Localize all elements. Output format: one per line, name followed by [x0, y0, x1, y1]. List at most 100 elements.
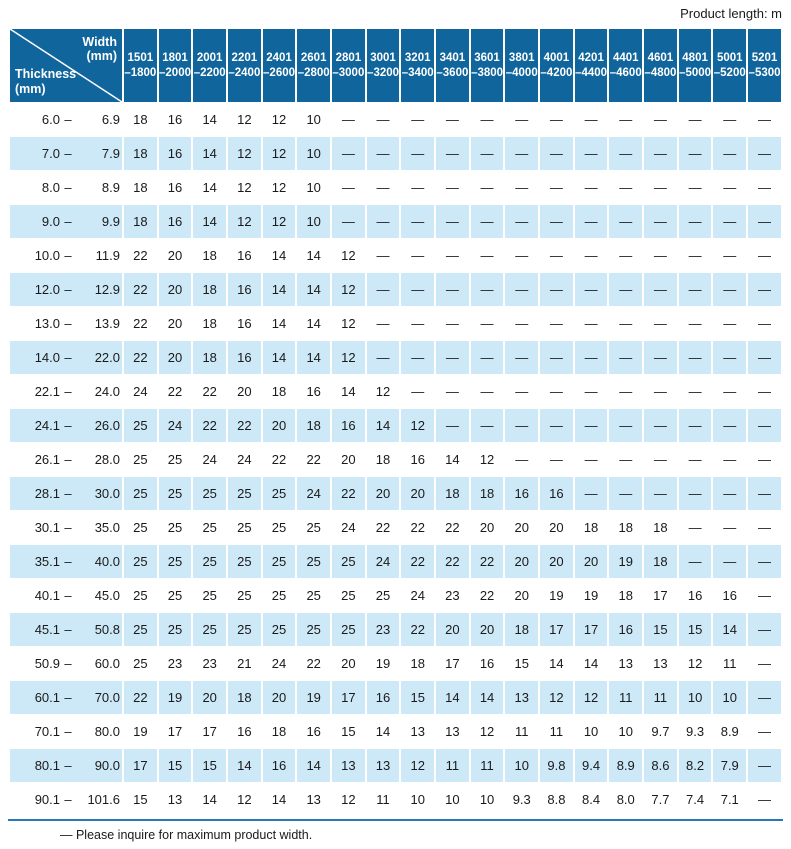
table-cell-length: 20 [401, 477, 435, 510]
table-cell-length: 11 [609, 681, 643, 714]
row-header-thickness-range: 24.1– 26.0 [10, 409, 122, 442]
product-length-label: Product length: m [680, 6, 782, 21]
table-cell-length: 18 [193, 307, 227, 340]
table-cell-inquire-dash: — [713, 409, 747, 442]
table-cell-length: 25 [297, 579, 331, 612]
table-cell-length: 15 [124, 783, 157, 816]
range-dash: – [64, 758, 72, 773]
table-cell-inquire-dash: — [644, 137, 677, 170]
table-cell-length: 11 [505, 715, 539, 748]
table-cell-length: 14 [366, 715, 400, 748]
table-cell-length: 22 [297, 647, 331, 680]
table-cell-length: 25 [228, 579, 261, 612]
table-cell-length: 18 [609, 579, 643, 612]
range-dash: – [64, 214, 72, 229]
table-cell-length: 25 [262, 545, 296, 578]
table-cell-length: 25 [193, 579, 227, 612]
table-cell-inquire-dash: — [678, 545, 712, 578]
table-cell-length: 10 [678, 681, 712, 714]
bottom-rule [8, 819, 783, 821]
table-cell-length: 19 [124, 715, 157, 748]
table-cell-inquire-dash: — [470, 171, 504, 204]
table-cell-inquire-dash: — [401, 137, 435, 170]
table-cell-length: 25 [228, 511, 261, 544]
thickness-max: 35.0 [94, 520, 120, 535]
table-cell-inquire-dash: — [678, 103, 712, 136]
table-cell-length: 14 [436, 681, 469, 714]
thickness-min: 80.1 [34, 758, 60, 773]
table-cell-inquire-dash: — [505, 375, 539, 408]
table-cell-length: 17 [644, 579, 677, 612]
table-cell-inquire-dash: — [644, 307, 677, 340]
row-header-thickness-range: 22.1– 24.0 [10, 375, 122, 408]
table-cell-inquire-dash: — [540, 341, 573, 374]
column-header-width-range: 3601 –3800 [470, 29, 504, 102]
table-cell-inquire-dash: — [505, 137, 539, 170]
table-cell-inquire-dash: — [609, 477, 643, 510]
table-cell-length: 12 [228, 103, 261, 136]
table-cell-inquire-dash: — [470, 137, 504, 170]
table-cell-length: 23 [158, 647, 192, 680]
column-header-width-range: 3201 –3400 [401, 29, 435, 102]
table-cell-length: 16 [505, 477, 539, 510]
column-header-width-range: 4401 –4600 [609, 29, 643, 102]
row-header-thickness-range: 28.1– 30.0 [10, 477, 122, 510]
table-cell-length: 12 [470, 443, 504, 476]
table-cell-length: 12 [401, 749, 435, 782]
table-cell-length: 13 [401, 715, 435, 748]
column-header-width-range: 2601 –2800 [297, 29, 331, 102]
table-cell-length: 10 [297, 137, 331, 170]
column-header-width-range: 5201 –5300 [748, 29, 781, 102]
table-cell-inquire-dash: — [713, 511, 747, 544]
table-cell-inquire-dash: — [332, 205, 365, 238]
table-cell-length: 13 [297, 783, 331, 816]
column-header-width-range: 4201 –4400 [574, 29, 608, 102]
table-cell-length: 12 [228, 205, 261, 238]
table-cell-length: 17 [158, 715, 192, 748]
table-cell-length: 14 [262, 239, 296, 272]
table-cell-inquire-dash: — [644, 239, 677, 272]
thickness-axis-label: Thickness (mm) [15, 67, 76, 96]
table-cell-inquire-dash: — [401, 239, 435, 272]
table-cell-length: 14 [713, 613, 747, 646]
table-cell-length: 14 [262, 783, 296, 816]
range-dash: – [64, 418, 72, 433]
table-cell-inquire-dash: — [748, 103, 781, 136]
table-cell-length: 18 [124, 205, 157, 238]
table-cell-inquire-dash: — [678, 205, 712, 238]
table-cell-length: 16 [713, 579, 747, 612]
thickness-label: Thickness [15, 67, 77, 82]
table-cell-length: 19 [366, 647, 400, 680]
column-header-width-range: 5001 –5200 [713, 29, 747, 102]
table-cell-length: 11 [366, 783, 400, 816]
table-cell-length: 14 [366, 409, 400, 442]
table-cell-length: 25 [297, 511, 331, 544]
table-cell-length: 14 [193, 137, 227, 170]
thickness-max: 40.0 [94, 554, 120, 569]
table-row: 12.0–12.9 22 20 18 16 14 14 12— — — — — — — — — — — — [10, 273, 781, 306]
table-cell-length: 17 [540, 613, 573, 646]
table-cell-length: 16 [540, 477, 573, 510]
table-cell-length: 14 [574, 647, 608, 680]
table-cell-inquire-dash: — [366, 307, 400, 340]
table-cell-inquire-dash: — [678, 375, 712, 408]
table-cell-length: 16 [262, 749, 296, 782]
table-cell-length: 12 [366, 375, 400, 408]
table-cell-length: 20 [470, 511, 504, 544]
table-cell-inquire-dash: — [713, 341, 747, 374]
table-cell-inquire-dash: — [644, 341, 677, 374]
table-cell-length: 22 [124, 307, 157, 340]
table-cell-inquire-dash: — [436, 375, 469, 408]
range-dash: – [64, 384, 72, 399]
table-row: 26.1–28.0 25 25 24 24 22 22 20 18 16 14 12— — — — — — — — [10, 443, 781, 476]
table-cell-length: 12 [332, 307, 365, 340]
table-cell-length: 16 [366, 681, 400, 714]
row-header-thickness-range: 8.0– 8.9 [10, 171, 122, 204]
table-cell-inquire-dash: — [401, 103, 435, 136]
table-cell-inquire-dash: — [574, 477, 608, 510]
table-cell-length: 8.9 [713, 715, 747, 748]
thickness-min: 50.9 [34, 656, 60, 671]
table-row: 8.0–8.9 18 16 14 12 12 10— — — — — — — — — — — — — [10, 171, 781, 204]
range-dash: – [64, 792, 72, 807]
table-cell-inquire-dash: — [540, 307, 573, 340]
